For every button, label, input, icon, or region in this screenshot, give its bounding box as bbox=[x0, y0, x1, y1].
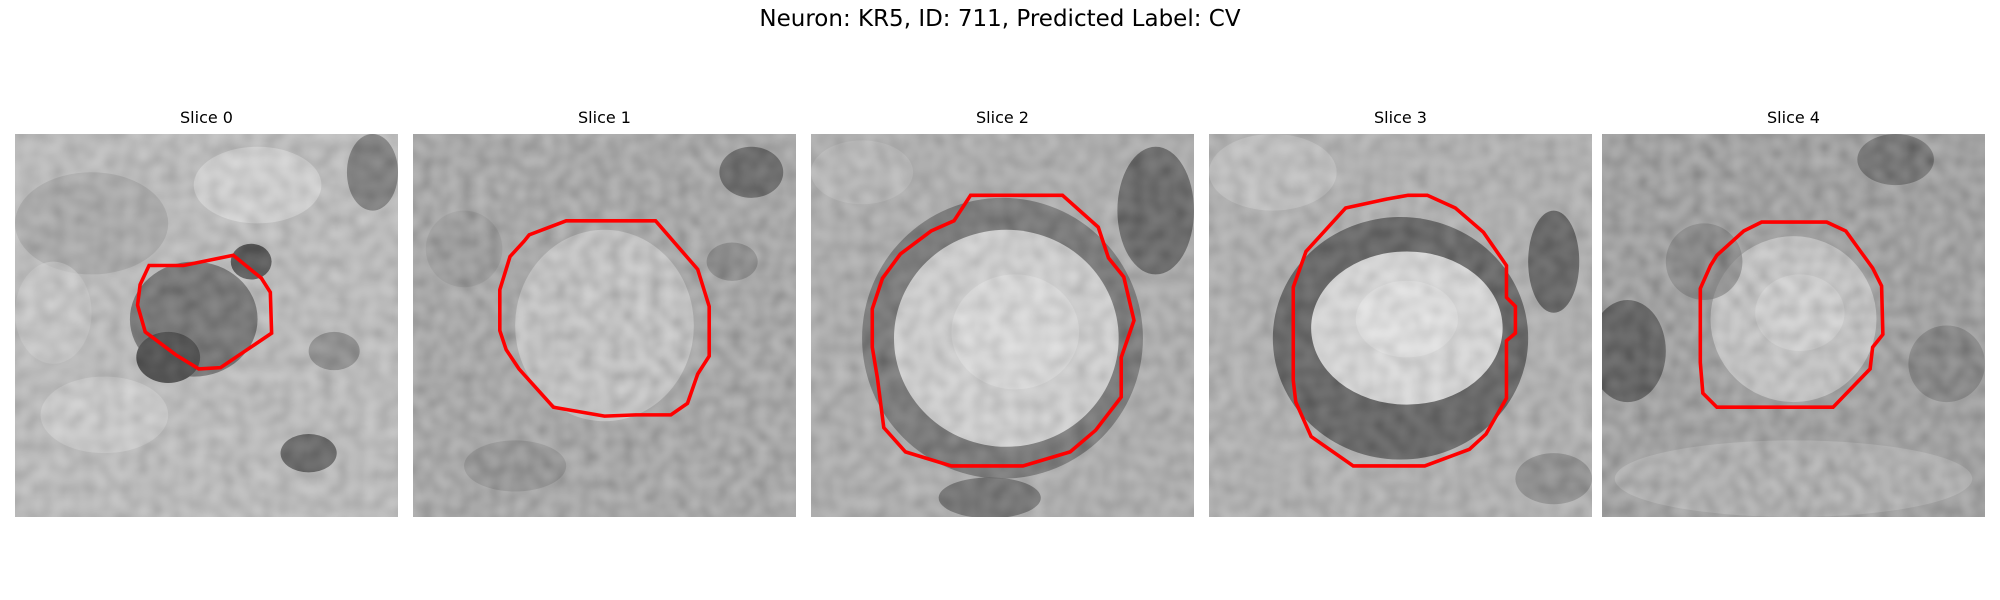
slice-title-1: Slice 1 bbox=[578, 108, 631, 127]
slice-panel-4: Slice 4 bbox=[1602, 108, 1985, 530]
slice-panel-0: Slice 0 bbox=[15, 108, 398, 530]
contour-1 bbox=[498, 219, 711, 418]
contour-3 bbox=[1291, 193, 1518, 468]
slice-panel-2: Slice 2 bbox=[811, 108, 1194, 530]
slice-image-4 bbox=[1602, 134, 1985, 517]
slice-image-2 bbox=[811, 134, 1194, 517]
slice-title-0: Slice 0 bbox=[180, 108, 233, 127]
contour-2 bbox=[870, 193, 1136, 468]
slice-image-3 bbox=[1209, 134, 1592, 517]
contour-0 bbox=[135, 253, 274, 371]
figure-title: Neuron: KR5, ID: 711, Predicted Label: C… bbox=[759, 6, 1241, 32]
slice-panel-3: Slice 3 bbox=[1209, 108, 1592, 530]
slice-image-1 bbox=[413, 134, 796, 517]
slice-panel-1: Slice 1 bbox=[413, 108, 796, 530]
slice-image-0 bbox=[15, 134, 398, 517]
slice-title-4: Slice 4 bbox=[1767, 108, 1820, 127]
slice-title-2: Slice 2 bbox=[976, 108, 1029, 127]
contour-4 bbox=[1698, 220, 1885, 409]
slice-title-3: Slice 3 bbox=[1374, 108, 1427, 127]
